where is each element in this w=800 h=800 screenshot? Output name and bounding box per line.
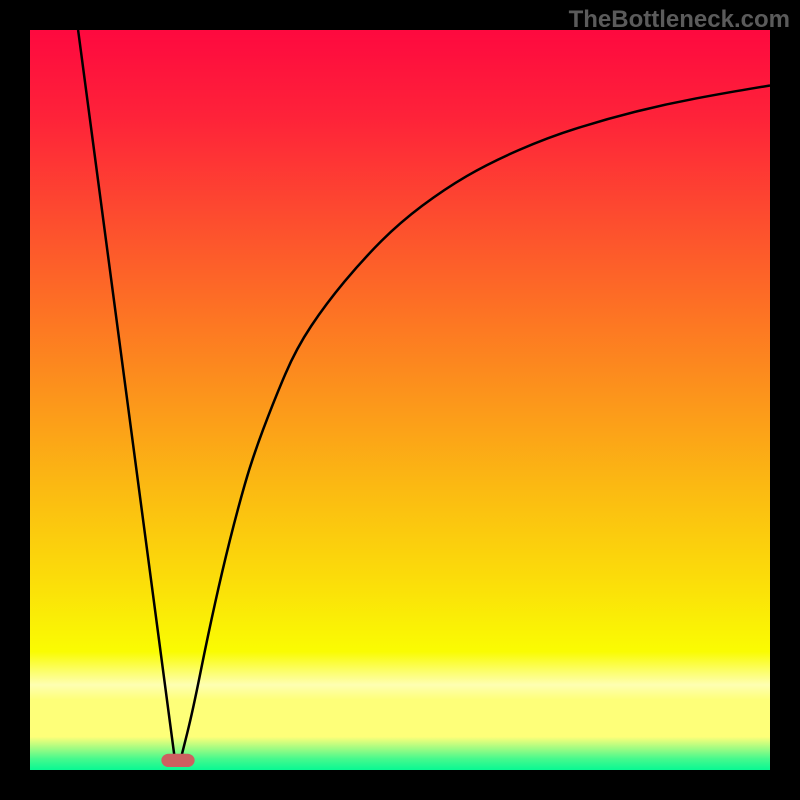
minimum-marker bbox=[161, 754, 194, 767]
chart-container: TheBottleneck.com bbox=[0, 0, 800, 800]
watermark-text: TheBottleneck.com bbox=[569, 6, 790, 34]
plot-background bbox=[30, 30, 770, 770]
chart-svg bbox=[0, 0, 800, 800]
